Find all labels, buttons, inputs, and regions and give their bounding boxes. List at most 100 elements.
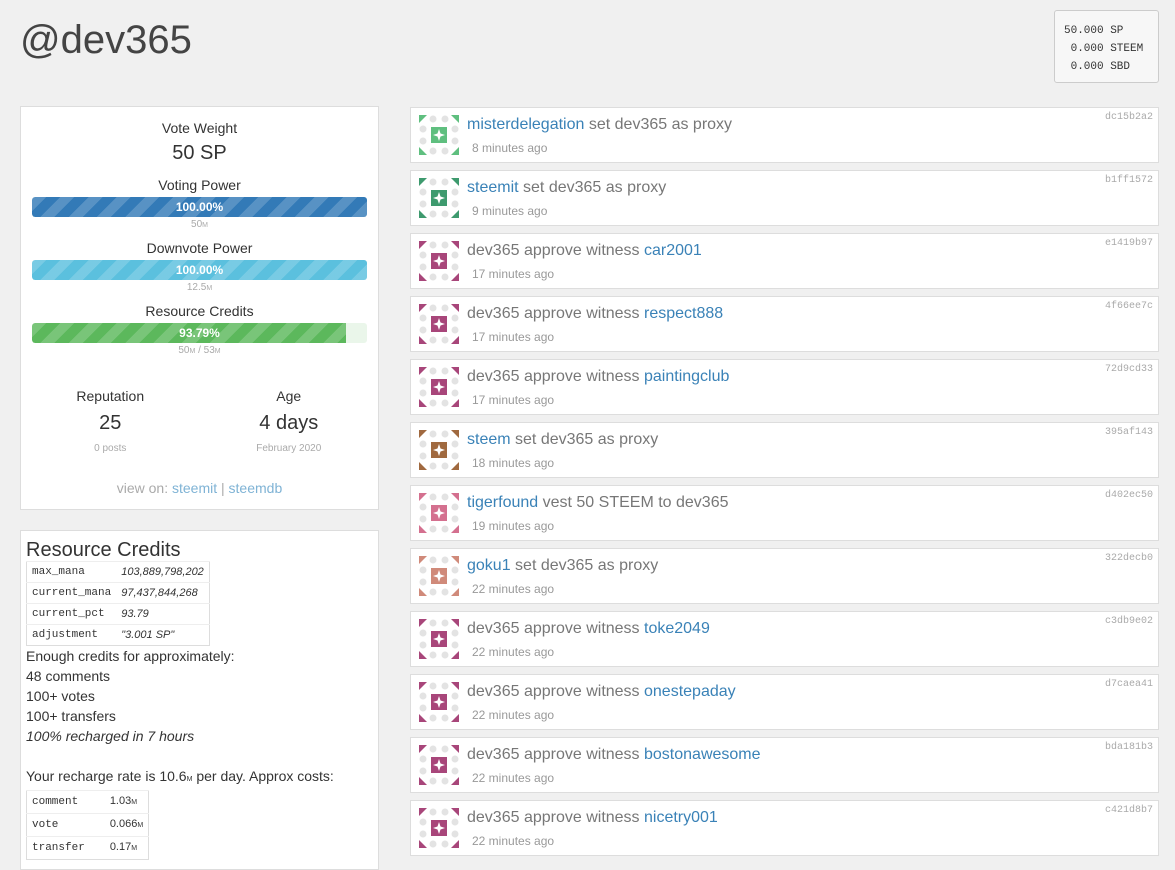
account-link[interactable]: nicetry001 [644,809,718,826]
feed-text: dev365 approve witness bostonawesome [467,746,761,764]
row: adjustment "3.001 SP" [26,624,210,646]
feed-text-part: set dev365 as proxy [510,431,659,448]
feed-time: 17 minutes ago [472,330,555,344]
feed-time: 9 minutes ago [472,204,548,218]
feed-hash: 395af143 [1104,427,1153,438]
feed-text: goku1 set dev365 as proxy [467,557,658,575]
rc-panel: Resource Credits max_mana 103,889,798,202 c… [20,530,379,870]
stat-value: 4 days [259,412,319,434]
identicon [419,304,459,344]
feed-hash: 322decb0 [1104,553,1153,564]
rc-title: Resource Credits [26,539,181,561]
feed-text: steemit set dev365 as proxy [467,179,666,197]
progress-fill [32,197,367,217]
link[interactable]: steemit [172,480,218,496]
feed-item: dev365 approve witness onestepaday 22 min… [410,674,1159,730]
cost: 0.17M [104,836,149,860]
row: current_mana 97,437,844,268 [26,582,210,604]
value: 97,437,844,268 [116,582,210,604]
feed-time: 17 minutes ago [472,393,555,407]
note-part: M [206,285,213,292]
feed-time: 22 minutes ago [472,771,555,785]
stat-label: Reputation [76,388,145,404]
separator: | [221,480,225,496]
feed-time: 22 minutes ago [472,834,555,848]
account-link[interactable]: misterdelegation [467,116,585,133]
progress-label: 100.00% [175,200,224,214]
cost-value: 1.03 [109,795,132,807]
vote-weight-value: 50 SP [172,142,227,164]
identicon [419,619,459,659]
account-link[interactable]: tigerfound [467,494,539,511]
feed-hash: bda181b3 [1104,742,1153,753]
account-link[interactable]: car2001 [644,242,702,259]
identicon [419,367,459,407]
rc-line: 48 comments [26,668,111,684]
feed-text-part: vest 50 STEEM to dev365 [538,494,729,511]
feed-time: 22 minutes ago [472,708,555,722]
account-link[interactable]: steem [467,431,511,448]
cost-unit: M [131,799,138,806]
account-link[interactable]: toke2049 [644,620,710,637]
rc-recharge: 100% recharged in 7 hours [26,728,195,744]
stat-sub: February 2020 [256,443,322,454]
feed-text-part: dev365 approve witness [467,809,644,826]
rc-rate: Your recharge rate is 10.6M per day. App… [26,766,373,790]
feed-hash: c3db9e02 [1104,616,1153,627]
feed-text: dev365 approve witness paintingclub [467,368,729,386]
feed-text: dev365 approve witness toke2049 [467,620,710,638]
feed-item: dev365 approve witness respect888 17 minu… [410,296,1159,352]
account-link[interactable]: bostonawesome [644,746,761,763]
identicon [419,556,459,596]
note-part: 12.5 [186,282,207,293]
row: max_mana 103,889,798,202 [26,561,210,583]
row: vote 0.066M [26,813,149,837]
account-link[interactable]: paintingclub [644,368,730,385]
value: 103,889,798,202 [116,561,210,583]
feed-text: tigerfound vest 50 STEEM to dev365 [467,494,729,512]
bar-note: 50M [21,219,378,230]
feed-hash: d7caea41 [1104,679,1153,690]
row: transfer 0.17M [26,836,149,860]
note-part: 50 [178,345,190,356]
account-link[interactable]: steemit [467,179,519,196]
rate-part: per day. Approx costs: [192,768,334,784]
bar-note: 12.5M [21,282,378,293]
note-part: M [202,222,208,229]
account-link[interactable]: onestepaday [644,683,736,700]
feed-item: dev365 approve witness paintingclub 17 mi… [410,359,1159,415]
feed-text-part: dev365 approve witness [467,368,644,385]
account-link[interactable]: goku1 [467,557,511,574]
note-part: M [214,348,221,355]
stat: Age 4 days February 2020 [200,388,379,454]
identicon [419,241,459,281]
feed-text: dev365 approve witness car2001 [467,242,702,260]
key: adjustment [26,624,117,646]
feed-time: 19 minutes ago [472,519,555,533]
feed-hash: b1ff1572 [1104,175,1153,186]
cost-unit: M [131,845,138,852]
link[interactable]: steemdb [228,480,283,496]
feed-item: tigerfound vest 50 STEEM to dev365 19 min… [410,485,1159,541]
identicon [419,178,459,218]
identicon [419,115,459,155]
cost: 1.03M [104,790,149,814]
identicon [419,493,459,533]
key: current_pct [26,603,117,625]
feed-item: goku1 set dev365 as proxy 22 minutes ago 3… [410,548,1159,604]
account-title: @dev365 [20,18,192,62]
feed-time: 18 minutes ago [472,456,555,470]
feed-hash: d402ec50 [1104,490,1153,501]
feed-text-part: set dev365 as proxy [510,557,659,574]
page: @dev365 50.000 SP 0.000 STEEM 0.000 SBD … [20,10,1159,870]
note-part: / 53 [195,345,215,356]
vote-weight-label: Vote Weight [161,120,238,136]
balance: 0.000 SBD [1064,61,1131,73]
feed-text: dev365 approve witness onestepaday [467,683,736,701]
rate-part: Your recharge rate is 10.6 [26,768,187,784]
account-link[interactable]: respect888 [644,305,724,322]
view-on: view on: steemit | steemdb [21,480,378,496]
cost-value: 0.066 [109,818,138,830]
identicon [419,745,459,785]
identicon [419,808,459,848]
